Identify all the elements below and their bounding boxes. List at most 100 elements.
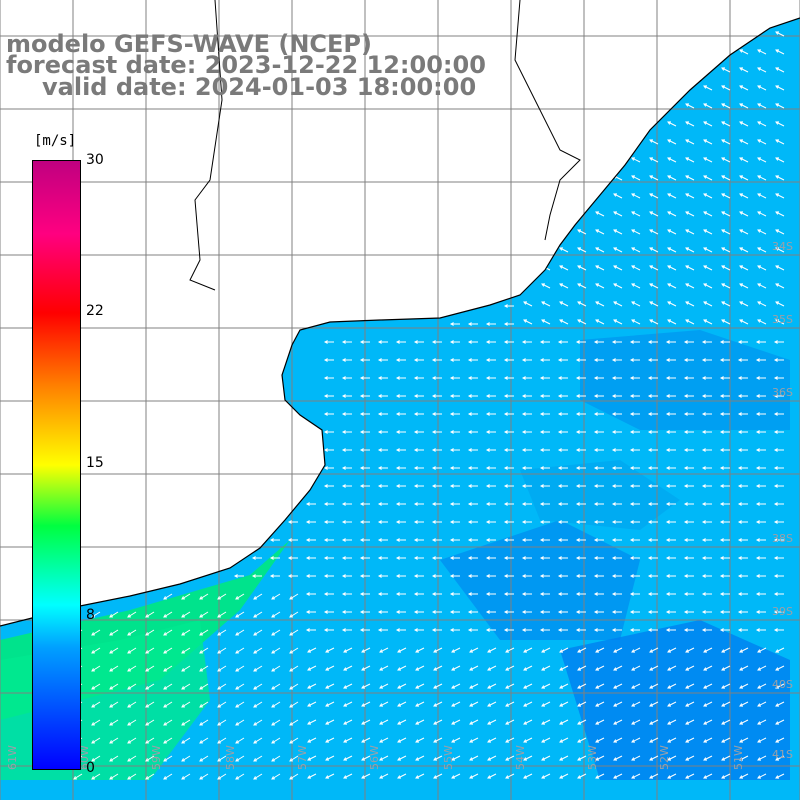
- wind-arrow-head: [703, 265, 708, 269]
- wind-arrow: [631, 229, 641, 235]
- wind-arrow-head: [503, 484, 508, 488]
- wind-arrow-head: [217, 668, 222, 672]
- wind-arrow-head: [145, 740, 150, 744]
- wind-arrow-head: [451, 739, 456, 743]
- wind-arrow-head: [611, 394, 616, 398]
- wind-arrow: [343, 683, 353, 689]
- wind-arrow-head: [305, 538, 310, 542]
- wind-arrow-head: [431, 430, 436, 434]
- wind-arrow-head: [701, 358, 706, 362]
- wind-arrow-head: [593, 484, 598, 488]
- wind-arrow-head: [539, 340, 544, 344]
- wind-arrow-head: [361, 703, 366, 707]
- wind-arrow-head: [649, 301, 654, 305]
- wind-arrow: [487, 683, 497, 689]
- wind-arrow: [649, 175, 659, 181]
- wind-arrow-head: [523, 649, 528, 653]
- wind-arrow: [667, 247, 677, 253]
- wind-arrow: [739, 301, 749, 307]
- wind-arrow-head: [775, 319, 780, 323]
- wind-arrow-head: [757, 721, 762, 725]
- wind-arrow-head: [271, 758, 276, 762]
- wind-arrow-head: [719, 358, 724, 362]
- wind-arrow-head: [361, 667, 366, 671]
- lon-label: 52W: [658, 745, 671, 770]
- wind-arrow: [703, 265, 713, 271]
- wind-arrow: [397, 773, 407, 779]
- wind-arrow: [181, 629, 191, 636]
- wind-arrow: [163, 611, 173, 618]
- wind-arrow-head: [739, 649, 744, 653]
- weak-wind-zone-2: [580, 330, 790, 430]
- wind-arrow: [253, 737, 263, 744]
- forecast-date: forecast date: 2023-12-22 12:00:00: [6, 51, 486, 79]
- wind-arrow-head: [611, 412, 616, 416]
- wind-arrow: [667, 773, 677, 779]
- wind-arrow-head: [613, 301, 618, 305]
- wind-arrow-head: [485, 394, 490, 398]
- wind-arrow-head: [701, 502, 706, 506]
- wind-arrow-head: [757, 319, 762, 323]
- lon-label: 54W: [514, 745, 527, 770]
- wind-arrow-head: [449, 520, 454, 524]
- wind-arrow-head: [359, 484, 364, 488]
- wind-arrow-head: [611, 502, 616, 506]
- wind-arrow: [703, 683, 713, 689]
- wind-arrow: [307, 755, 317, 761]
- wind-arrow-head: [701, 520, 706, 524]
- wind-arrow-head: [73, 776, 78, 780]
- wind-arrow: [703, 103, 713, 109]
- wind-arrow: [631, 175, 641, 181]
- wind-arrow-head: [127, 686, 132, 690]
- wind-arrow-head: [305, 502, 310, 506]
- wind-arrow-head: [773, 376, 778, 380]
- wind-arrow-head: [503, 574, 508, 578]
- wind-arrow-head: [575, 484, 580, 488]
- wind-arrow: [235, 719, 245, 726]
- wind-arrow-head: [217, 596, 222, 600]
- wind-arrow: [361, 683, 371, 689]
- wind-arrow-head: [773, 574, 778, 578]
- wind-arrow: [667, 157, 677, 163]
- wind-arrow-head: [377, 610, 382, 614]
- wind-arrow: [757, 121, 767, 127]
- colorbar-tick: 30: [86, 152, 104, 168]
- wind-arrow-head: [361, 649, 366, 653]
- wind-arrow: [703, 719, 713, 725]
- wind-arrow-head: [685, 649, 690, 653]
- wind-arrow: [127, 701, 137, 708]
- wind-arrow: [703, 301, 713, 307]
- wind-arrow-head: [307, 685, 312, 689]
- wind-arrow: [775, 247, 785, 253]
- wind-arrow-head: [703, 721, 708, 725]
- wind-arrow: [559, 665, 569, 671]
- wind-arrow-head: [341, 340, 346, 344]
- wind-arrow-head: [485, 466, 490, 470]
- wind-arrow: [577, 719, 587, 725]
- wind-arrow-head: [775, 757, 780, 761]
- colorbar-tick: 0: [86, 760, 95, 776]
- wind-arrow-head: [649, 685, 654, 689]
- wind-arrow-head: [631, 283, 636, 287]
- wind-arrow-head: [235, 686, 240, 690]
- wind-arrow-head: [685, 265, 690, 269]
- wind-arrow-head: [305, 592, 310, 596]
- wind-arrow-head: [289, 614, 294, 618]
- wind-arrow: [253, 701, 263, 708]
- wind-arrow-head: [289, 650, 294, 654]
- wind-arrow: [307, 719, 317, 725]
- wind-arrow-head: [613, 667, 618, 671]
- wind-arrow: [523, 773, 533, 779]
- wind-arrow-head: [341, 520, 346, 524]
- wind-arrow-head: [757, 139, 762, 143]
- wind-arrow-head: [145, 704, 150, 708]
- wind-arrow-head: [719, 592, 724, 596]
- wind-arrow-head: [647, 448, 652, 452]
- wind-arrow-head: [341, 448, 346, 452]
- wind-arrow: [739, 85, 749, 91]
- wind-arrow: [109, 737, 119, 744]
- wind-arrow-head: [469, 667, 474, 671]
- wind-arrow-head: [595, 739, 600, 743]
- wind-arrow-head: [395, 502, 400, 506]
- wind-arrow-head: [323, 502, 328, 506]
